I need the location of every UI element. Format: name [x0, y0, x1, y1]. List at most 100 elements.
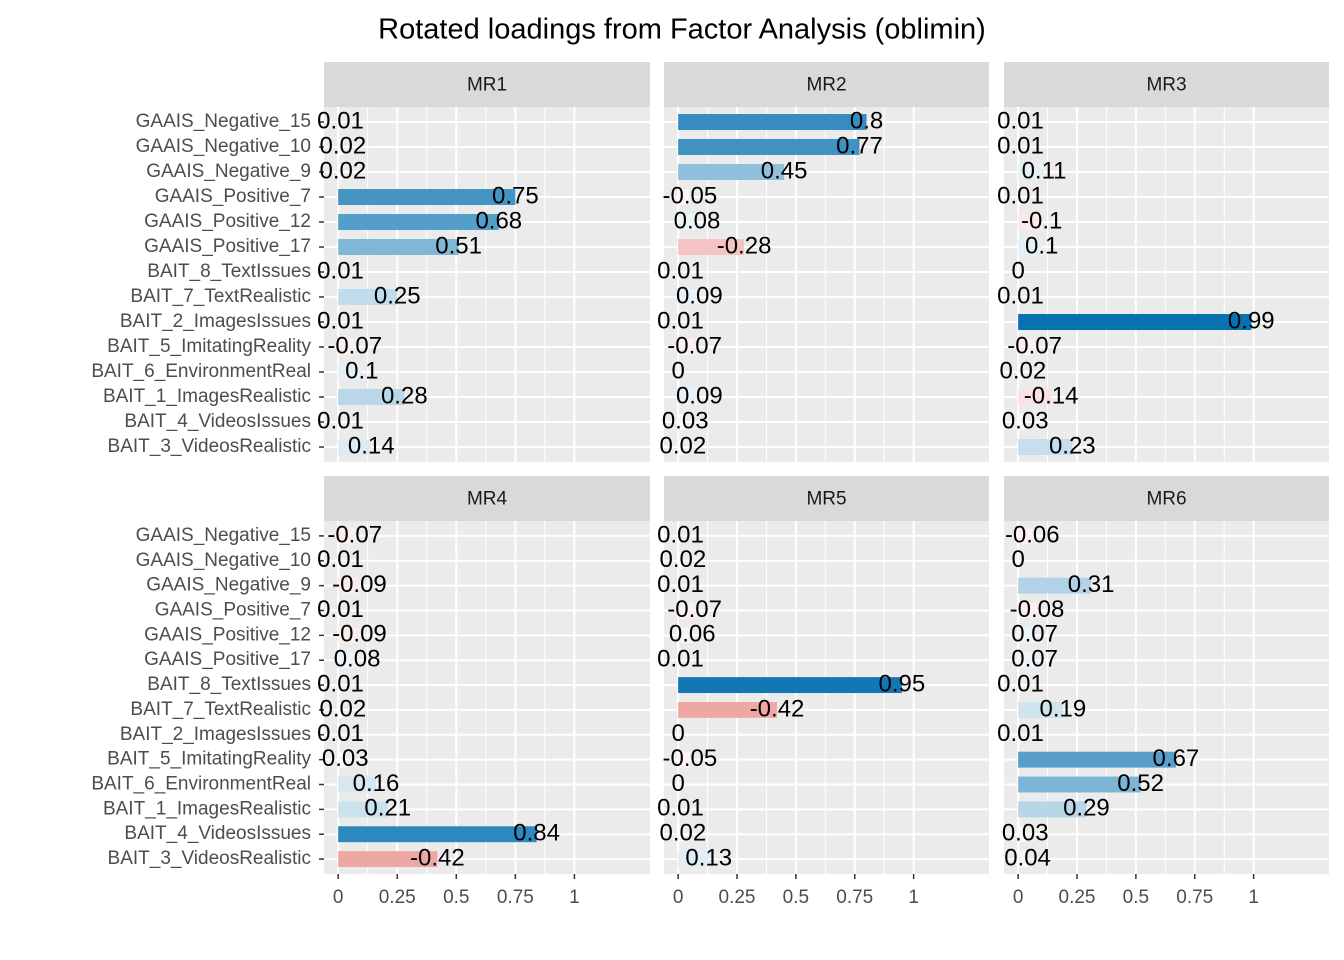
strip-label: MR1 — [467, 75, 507, 96]
bar — [338, 701, 343, 718]
bar — [678, 389, 700, 405]
bar — [1018, 189, 1021, 205]
y-tick-label: BAIT_8_TextIssues — [147, 261, 311, 282]
x-tick-label: 0.25 — [379, 887, 416, 908]
bar — [678, 139, 860, 155]
y-tick-label: BAIT_4_VideosIssues — [124, 823, 311, 844]
data-label: 0.01 — [997, 720, 1044, 747]
data-label: 0.99 — [1228, 307, 1275, 334]
data-label: 0.08 — [674, 207, 721, 234]
data-label: 0.02 — [320, 157, 367, 184]
bar — [1018, 726, 1021, 743]
y-tick-label: GAAIS_Positive_7 — [155, 600, 311, 621]
data-label: -0.42 — [750, 695, 805, 722]
data-label: 0.07 — [1011, 621, 1058, 648]
data-label: 0.01 — [657, 646, 704, 673]
bar — [1018, 851, 1028, 868]
bar — [338, 214, 499, 230]
x-tick-label: 0.5 — [443, 887, 469, 908]
data-label: 0.01 — [317, 596, 364, 623]
bar — [678, 627, 693, 644]
data-label: 0.95 — [879, 670, 926, 697]
y-tick-label: BAIT_2_ImagesIssues — [120, 311, 311, 332]
bar — [1018, 214, 1042, 230]
y-tick-label: GAAIS_Positive_12 — [144, 624, 311, 645]
bar — [338, 264, 341, 280]
data-label: 0.19 — [1040, 695, 1087, 722]
bar — [678, 339, 695, 355]
bar — [1018, 139, 1021, 155]
y-tick-label: BAIT_4_VideosIssues — [124, 411, 311, 432]
bar — [678, 751, 690, 768]
x-tick-label: 0.5 — [783, 887, 809, 908]
bar — [678, 602, 695, 619]
data-label: 0.03 — [1002, 820, 1049, 847]
bar — [678, 414, 686, 430]
bar — [678, 189, 690, 205]
x-tick-label: 0.75 — [497, 887, 534, 908]
data-label: 0.01 — [997, 182, 1044, 209]
bar — [1018, 414, 1026, 430]
data-label: 0.01 — [657, 521, 704, 548]
bar — [678, 577, 681, 594]
data-label: -0.09 — [332, 571, 387, 598]
bar — [1018, 751, 1176, 768]
y-tick-label: BAIT_1_ImagesRealistic — [103, 386, 311, 407]
bar — [678, 314, 681, 330]
data-label: 0.67 — [1153, 745, 1200, 772]
bar — [338, 389, 405, 405]
strip — [1004, 62, 1329, 107]
data-label: 0 — [1011, 257, 1024, 284]
chart-title: Rotated loadings from Factor Analysis (o… — [378, 14, 986, 46]
data-label: 0.28 — [381, 382, 428, 409]
bar — [1018, 652, 1035, 669]
data-label: 0.68 — [475, 207, 522, 234]
bar — [338, 139, 343, 155]
data-label: -0.07 — [327, 521, 382, 548]
x-tick-label: 1 — [1248, 887, 1259, 908]
x-tick-label: 0.5 — [1123, 887, 1149, 908]
bar — [1018, 114, 1021, 130]
bar — [338, 826, 537, 843]
bar — [338, 289, 398, 305]
bar — [1018, 826, 1026, 843]
bar — [338, 851, 438, 868]
data-label: -0.1 — [1021, 207, 1062, 234]
data-label: 0.8 — [850, 107, 883, 134]
data-label: 0.02 — [659, 820, 706, 847]
bar — [1018, 527, 1033, 544]
strip — [1004, 476, 1329, 521]
data-label: 0.09 — [676, 382, 723, 409]
data-label: 0.31 — [1068, 571, 1115, 598]
x-tick-label: 0 — [1013, 887, 1024, 908]
data-label: 0.01 — [997, 132, 1044, 159]
y-tick-label: GAAIS_Positive_17 — [144, 649, 311, 670]
data-label: -0.08 — [1010, 596, 1065, 623]
data-label: 0.14 — [348, 432, 395, 459]
data-label: 0.01 — [317, 107, 364, 134]
bar — [338, 801, 388, 818]
y-tick-label: BAIT_3_VideosRealistic — [108, 848, 311, 869]
data-label: 0.01 — [317, 307, 364, 334]
bar — [338, 677, 341, 694]
data-label: 0.02 — [320, 695, 367, 722]
data-label: 0.06 — [669, 621, 716, 648]
data-label: -0.14 — [1024, 382, 1079, 409]
bar — [338, 652, 358, 669]
strip-label: MR4 — [467, 489, 508, 510]
data-label: 0.52 — [1117, 770, 1164, 797]
bar — [338, 527, 355, 544]
data-label: 0.01 — [317, 720, 364, 747]
bar — [678, 289, 700, 305]
bar — [338, 776, 376, 793]
strip — [324, 62, 650, 107]
data-label: -0.05 — [663, 182, 718, 209]
data-label: 0.01 — [317, 257, 364, 284]
data-label: 0 — [671, 357, 684, 384]
data-label: 0.02 — [659, 546, 706, 573]
bar — [678, 677, 902, 694]
y-tick-label: GAAIS_Negative_9 — [146, 575, 311, 596]
bar — [338, 414, 341, 430]
bar — [338, 364, 362, 380]
